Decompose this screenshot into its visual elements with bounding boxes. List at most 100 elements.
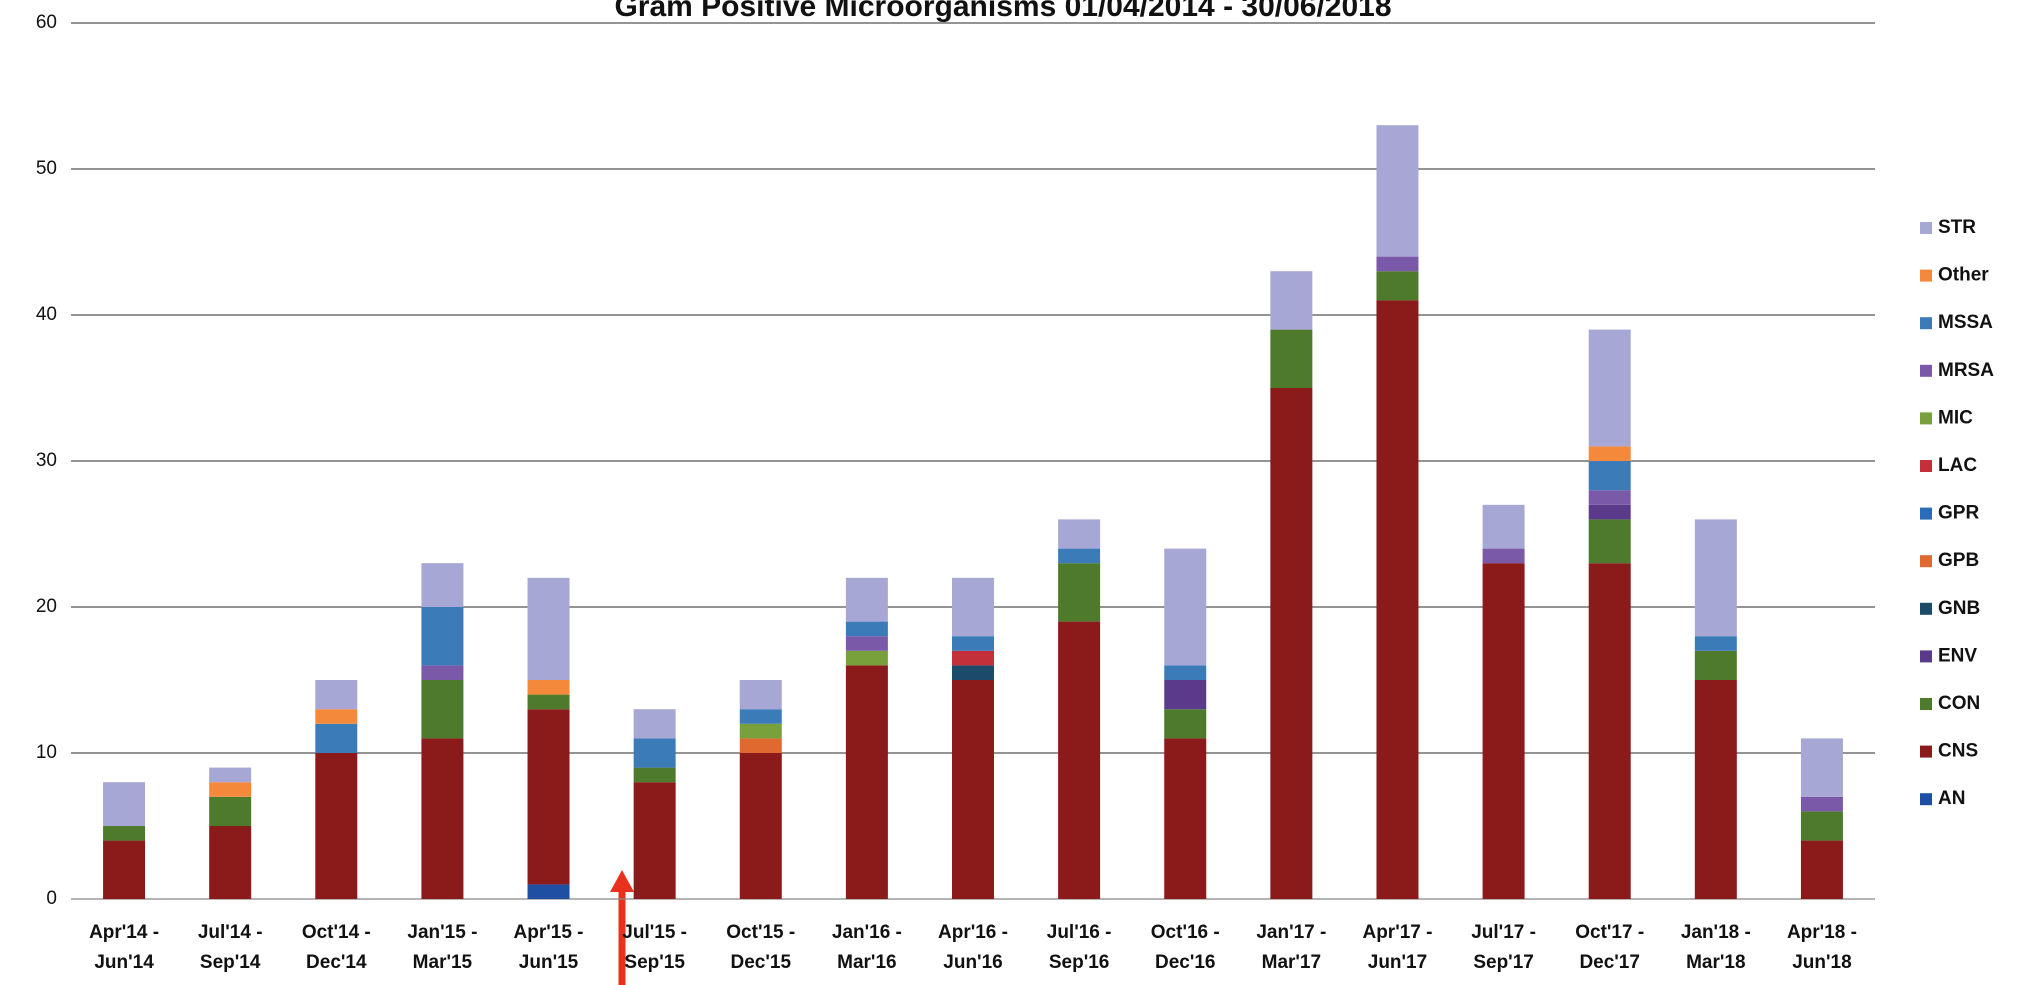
bar-segment [1058, 563, 1101, 622]
bar-segment [845, 665, 888, 899]
bar-segment [421, 738, 464, 899]
bar-segment [1376, 256, 1419, 272]
bar-segment [209, 782, 252, 797]
x-tick-label: Jun'16 [943, 952, 1002, 973]
bar-segment [103, 840, 146, 899]
bar-segment [209, 826, 252, 899]
x-tick-label: Jun'18 [1792, 952, 1851, 973]
x-tick-label: Jan'18 - [1681, 922, 1751, 943]
bar-segment [1588, 563, 1631, 899]
bar-segment [1588, 490, 1631, 505]
bar-segment [1800, 738, 1843, 797]
bar-segment [1482, 504, 1525, 549]
x-tick-label: Jun'17 [1368, 952, 1427, 973]
bar-segment [1058, 548, 1101, 564]
bar-segment [209, 796, 252, 826]
y-tick-label: 60 [36, 12, 57, 33]
bar-segment [1694, 519, 1737, 637]
x-tick-label: Apr'16 - [938, 922, 1008, 943]
bar-segment [739, 709, 782, 724]
legend-label: CNS [1938, 741, 1978, 762]
y-tick-label: 40 [36, 304, 57, 325]
y-tick-label: 20 [36, 596, 57, 617]
bar-segment [845, 636, 888, 651]
legend-swatch [1920, 364, 1932, 377]
legend-label: LAC [1938, 455, 1977, 476]
x-tick-label: Mar'17 [1262, 952, 1321, 973]
bar-segment [527, 680, 570, 695]
legend-label: GPR [1938, 503, 1979, 524]
legend-swatch [1920, 745, 1932, 758]
bar-segment [1694, 636, 1737, 651]
legend-swatch [1920, 602, 1932, 615]
bar-segment [739, 738, 782, 753]
legend-swatch [1920, 317, 1932, 330]
bar-segment [1482, 548, 1525, 564]
bar-segment [103, 826, 146, 841]
x-tick-label: Dec'16 [1155, 952, 1216, 973]
bar-segment [527, 694, 570, 710]
bar-segment [1588, 461, 1631, 491]
legend-label: Other [1938, 265, 1989, 286]
legend-label: GPB [1938, 550, 1979, 571]
bar-segment [421, 607, 464, 666]
legend-swatch [1920, 793, 1932, 806]
bar-segment [1588, 519, 1631, 564]
bar-segment [739, 723, 782, 739]
bar-segment [1058, 519, 1101, 549]
x-tick-label: Dec'14 [306, 952, 367, 973]
x-tick-label: Sep'14 [200, 952, 261, 973]
bar-segment [739, 753, 782, 899]
x-tick-label: Sep'16 [1049, 952, 1110, 973]
bar-segment [1164, 665, 1207, 680]
x-tick-label: Jun'15 [519, 952, 579, 973]
x-tick-label: Jul'15 - [622, 922, 687, 943]
x-tick-label: Apr'17 - [1362, 922, 1432, 943]
x-tick-label: Jan'15 - [407, 922, 477, 943]
legend-swatch [1920, 412, 1932, 425]
y-tick-label: 30 [36, 450, 57, 471]
bar-segment [1588, 504, 1631, 520]
x-tick-label: Jul'16 - [1047, 922, 1112, 943]
x-tick-label: Dec'17 [1579, 952, 1640, 973]
bar-segment [633, 767, 676, 783]
legend-label: MIC [1938, 407, 1973, 428]
legend-swatch [1920, 555, 1932, 568]
bar-segment [1270, 271, 1313, 330]
legend-swatch [1920, 507, 1932, 520]
x-tick-label: Apr'14 - [89, 922, 159, 943]
bar-segment [952, 680, 994, 899]
bar-segment [1588, 446, 1631, 461]
x-tick-label: Mar'15 [413, 952, 473, 973]
bar-segment [315, 753, 358, 899]
x-tick-label: Apr'18 - [1787, 922, 1857, 943]
x-tick-label: Jul'14 - [198, 922, 263, 943]
x-tick-label: Jan'16 - [832, 922, 902, 943]
bar-segment [845, 650, 888, 666]
x-tick-label: Oct'15 - [726, 922, 795, 943]
bar-segment [1164, 548, 1207, 666]
bar-segment [1270, 329, 1313, 388]
bar-segment [1800, 796, 1843, 812]
bar-segment [633, 709, 676, 739]
bar-segment [1694, 680, 1737, 899]
bar-segment [1164, 709, 1207, 739]
legend-label: STR [1938, 217, 1976, 238]
legend-label: ENV [1938, 645, 1977, 666]
x-tick-label: Mar'16 [837, 952, 896, 973]
bar-segment [1588, 329, 1631, 447]
legend-swatch [1920, 650, 1932, 663]
bar-segment [952, 665, 994, 680]
bar-segment [421, 665, 464, 680]
y-tick-label: 10 [36, 742, 57, 763]
bar-segment [633, 738, 676, 768]
bar-segment [1164, 738, 1207, 899]
bar-segment [952, 650, 994, 666]
bar-segment [1376, 271, 1419, 301]
x-tick-label: Sep'17 [1473, 952, 1534, 973]
x-tick-label: Oct'14 - [302, 922, 371, 943]
legend-label: MSSA [1938, 312, 1993, 333]
legend-swatch [1920, 698, 1932, 710]
legend-swatch [1920, 269, 1932, 282]
bar-segment [103, 782, 146, 826]
